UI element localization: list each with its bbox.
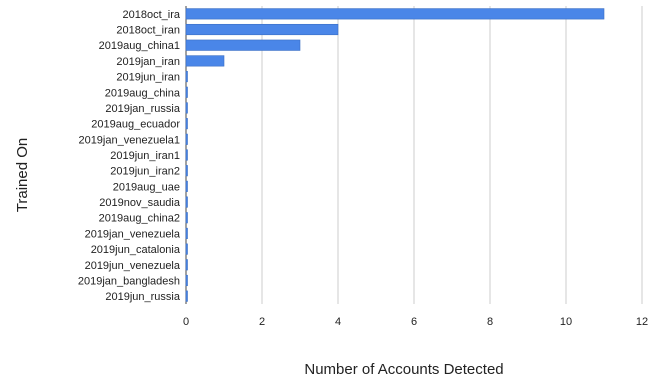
category-label: 2019aug_china1: [99, 40, 180, 52]
bars: [185, 8, 605, 302]
category-label: 2019aug_uae: [113, 181, 180, 193]
bar-2019jun_iran2: [185, 165, 188, 177]
bar-2019jun_iran1: [185, 149, 188, 161]
category-label: 2019jun_iran1: [110, 150, 180, 162]
x-tick-labels: 0 2 4 6 8 10 12: [183, 316, 648, 328]
category-label: 2019jan_bangladesh: [78, 275, 180, 287]
bar-2019aug_china1: [185, 39, 301, 51]
bar-2019jan_russia: [185, 102, 188, 114]
bar-2019jan_venezuela1: [185, 133, 188, 145]
bar-2019jan_venezuela: [185, 227, 188, 239]
bar-2019jun_iran: [185, 71, 188, 83]
x-axis-title: Number of Accounts Detected: [304, 361, 503, 378]
category-labels: 2018oct_ira 2018oct_iran 2019aug_china1 201…: [78, 9, 181, 303]
category-label: 2019jan_russia: [105, 103, 180, 115]
bar-2019jun_catalonia: [185, 243, 188, 255]
category-label: 2019jun_russia: [105, 291, 180, 303]
bar-2018oct_ira: [185, 8, 605, 20]
x-tick-label: 0: [183, 316, 189, 328]
category-label: 2018oct_iran: [116, 25, 180, 37]
category-label: 2019jan_venezuela: [85, 228, 181, 240]
category-label: 2019nov_saudia: [99, 197, 181, 209]
bar-2019aug_uae: [185, 180, 188, 192]
category-label: 2019jun_catalonia: [91, 244, 181, 256]
bar-2019jan_iran: [185, 55, 225, 67]
category-label: 2019jan_iran: [116, 56, 180, 68]
category-label: 2019aug_china: [105, 87, 181, 99]
x-tick-label: 6: [411, 316, 417, 328]
y-axis-title: Trained On: [14, 138, 31, 212]
category-label: 2019aug_ecuador: [91, 119, 180, 131]
category-label: 2019aug_china2: [99, 213, 180, 225]
bar-2019aug_ecuador: [185, 118, 188, 130]
x-tick-label: 2: [259, 316, 265, 328]
bar-2019jun_venezuela: [185, 259, 188, 271]
category-label: 2019jan_venezuela1: [78, 134, 180, 146]
bar-2019nov_saudia: [185, 196, 188, 208]
bar-2019aug_china2: [185, 212, 188, 224]
x-tick-label: 12: [636, 316, 648, 328]
category-label: 2018oct_ira: [123, 9, 181, 21]
bar-2019aug_china: [185, 86, 188, 98]
category-label: 2019jun_iran2: [110, 166, 180, 178]
bar-2019jan_bangladesh: [185, 274, 188, 287]
x-tick-label: 10: [560, 316, 572, 328]
x-tick-label: 8: [487, 316, 493, 328]
bar-2018oct_iran: [185, 23, 339, 36]
category-label: 2019jun_venezuela: [85, 260, 181, 272]
x-tick-label: 4: [335, 316, 341, 328]
category-label: 2019jun_iran: [116, 72, 180, 84]
bar-2019jun_russia: [185, 290, 188, 302]
